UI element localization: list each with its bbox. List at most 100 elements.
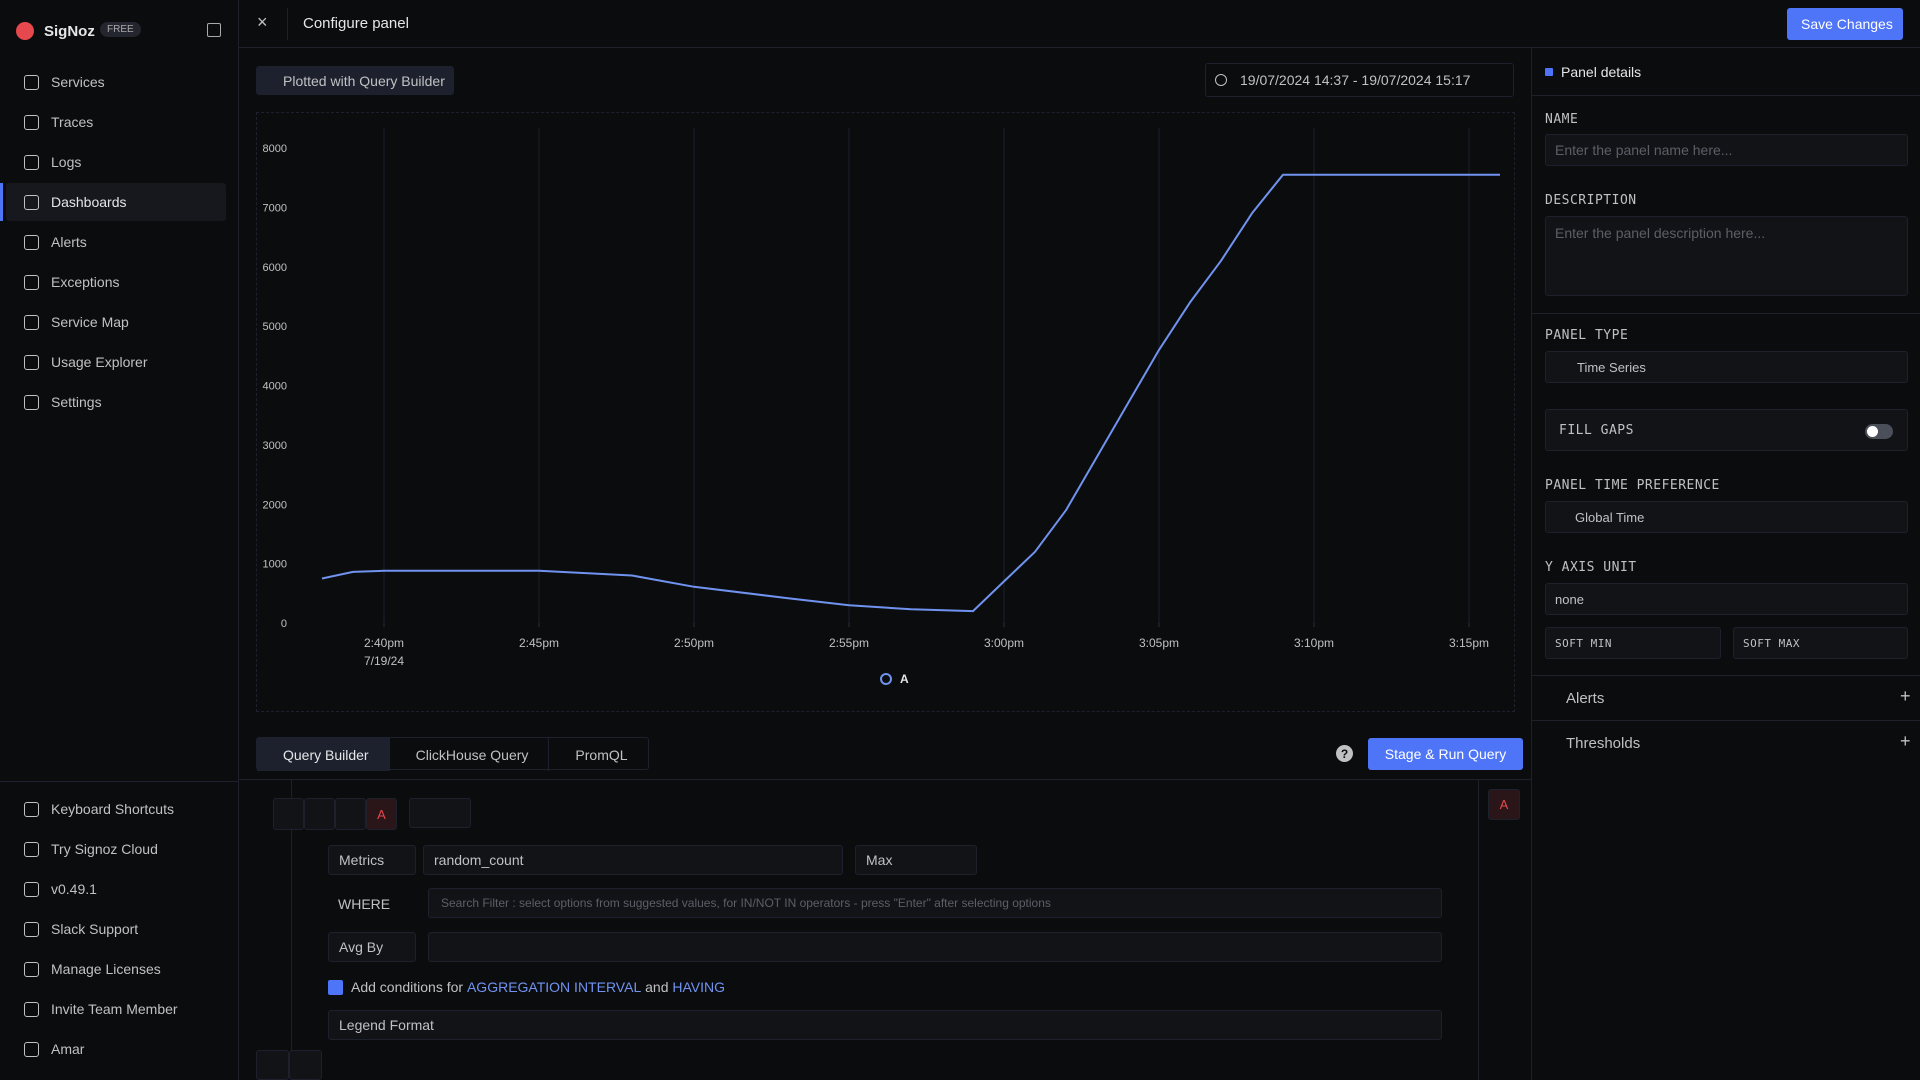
plan-badge: FREE: [100, 22, 141, 37]
data-source-select[interactable]: Metrics: [328, 845, 416, 875]
logo: [16, 22, 34, 40]
panel-details: Panel details NAME Enter the panel name …: [1531, 48, 1920, 1080]
save-button[interactable]: Save Changes: [1787, 8, 1903, 40]
time-preference-select[interactable]: Global Time: [1545, 501, 1908, 533]
description-input[interactable]: Enter the panel description here...: [1545, 216, 1908, 296]
x-tick-label: 2:40pm: [364, 636, 404, 650]
chart-panel: 0 1000 2000 3000 4000 5000 6000 7000 8000 2:40pm 7…: [256, 112, 1515, 712]
add-query[interactable]: [256, 1050, 289, 1080]
nav-item[interactable]: Manage Licenses: [6, 950, 226, 988]
alerts-section[interactable]: Alerts: [1566, 690, 1605, 707]
y-tick-label: 3000: [263, 440, 287, 452]
time-range-picker[interactable]: 19/07/2024 14:37 - 19/07/2024 15:17: [1205, 63, 1514, 97]
copy-query[interactable]: [335, 798, 366, 830]
aggregation-interval-link[interactable]: AGGREGATION INTERVAL: [466, 979, 642, 995]
close-button[interactable]: ×: [257, 12, 268, 32]
legend-format: Legend Format: [339, 1017, 434, 1033]
metric-select[interactable]: random_count: [423, 845, 843, 875]
collapse-toggle[interactable]: [207, 23, 221, 37]
nav-icon: [24, 921, 39, 937]
active-indicator: [0, 183, 3, 221]
where-placeholder: Search Filter : select options from sugg…: [441, 896, 1051, 910]
where-filter[interactable]: Search Filter : select options from sugg…: [428, 888, 1442, 918]
fill-gaps-label: FILL GAPS: [1559, 422, 1634, 438]
soft-min-input[interactable]: SOFT MIN: [1545, 627, 1721, 659]
query-controls: A: [273, 798, 397, 830]
query-tab[interactable]: PromQL: [548, 738, 647, 771]
nav-label: Dashboards: [51, 194, 127, 210]
nav-item[interactable]: Service Map: [6, 303, 226, 341]
group-by-select[interactable]: Avg By: [328, 932, 416, 962]
panel-type-label: PANEL TYPE: [1545, 328, 1629, 343]
nav-item[interactable]: Settings: [6, 383, 226, 421]
conditions: Add conditions for AGGREGATION INTERVAL …: [328, 978, 725, 996]
formula-controls[interactable]: [409, 798, 471, 828]
add-alert[interactable]: +: [1900, 686, 1911, 706]
nav-icon: [24, 1041, 39, 1057]
y-axis-unit: none: [1555, 591, 1584, 607]
nav-item[interactable]: Slack Support: [6, 910, 226, 948]
thresholds-section[interactable]: Thresholds: [1566, 735, 1641, 752]
query-tab[interactable]: Query Builder: [257, 738, 389, 771]
nav-label: Service Map: [51, 314, 129, 330]
query-tab-label: PromQL: [575, 746, 628, 763]
collapse-query[interactable]: [273, 798, 304, 830]
divider: [287, 8, 288, 40]
add-threshold[interactable]: +: [1900, 731, 1911, 751]
aggregation-select[interactable]: Max: [855, 845, 977, 875]
nav-label: Exceptions: [51, 274, 120, 290]
query-tabs: Query Builder ClickHouse Query PromQL: [256, 737, 649, 771]
fill-gaps-toggle[interactable]: [1865, 424, 1893, 439]
soft-min-label: SOFT MIN: [1555, 636, 1612, 650]
name-input[interactable]: Enter the panel name here...: [1545, 134, 1908, 166]
nav-item[interactable]: Amar: [6, 1030, 226, 1068]
chart: 0 1000 2000 3000 4000 5000 6000 7000 8000 2:40pm 7…: [263, 128, 1500, 686]
nav-item[interactable]: Usage Explorer: [6, 343, 226, 381]
series-line: [321, 173, 1500, 613]
y-tick-label: 7000: [263, 202, 287, 214]
toggle-visibility[interactable]: [304, 798, 335, 830]
nav-label: Alerts: [51, 234, 87, 250]
nav-item[interactable]: Dashboards: [6, 183, 226, 221]
divider: [1532, 675, 1920, 676]
legend-marker: [880, 673, 892, 685]
conditions-icon[interactable]: [328, 979, 343, 995]
plotted-chip: Plotted with Query Builder: [256, 66, 454, 95]
description-placeholder: Enter the panel description here...: [1555, 225, 1766, 241]
nav-item[interactable]: Traces: [6, 103, 226, 141]
query-divider: [1478, 780, 1479, 1080]
y-tick-label: 5000: [263, 321, 287, 333]
nav-item[interactable]: Invite Team Member: [6, 990, 226, 1028]
add-formula[interactable]: [289, 1050, 322, 1080]
panel-type-select[interactable]: Time Series: [1545, 351, 1908, 383]
x-tick-label: 3:10pm: [1294, 636, 1334, 650]
nav-item[interactable]: Exceptions: [6, 263, 226, 301]
nav-icon: [24, 394, 39, 410]
y-tick-label: 4000: [263, 381, 287, 393]
nav-label: Settings: [51, 394, 102, 410]
divider: [1532, 95, 1920, 96]
query-tab[interactable]: ClickHouse Query: [388, 738, 549, 771]
divider: [1532, 720, 1920, 721]
nav-icon: [24, 194, 39, 210]
nav-item[interactable]: Keyboard Shortcuts: [6, 790, 226, 828]
nav-item[interactable]: Alerts: [6, 223, 226, 261]
legend-format-input[interactable]: Legend Format: [328, 1010, 1442, 1040]
run-button[interactable]: Stage & Run Query: [1368, 738, 1523, 770]
x-tick-label: 2:50pm: [674, 636, 714, 650]
y-tick-label: 1000: [263, 559, 287, 571]
help-icon[interactable]: ?: [1336, 745, 1353, 762]
legend-label: A: [900, 672, 909, 686]
nav-label: v0.49.1: [51, 881, 97, 897]
page-title: Configure panel: [303, 15, 409, 32]
nav-item[interactable]: Logs: [6, 143, 226, 181]
nav-item[interactable]: Services: [6, 63, 226, 101]
group-by-input[interactable]: [428, 932, 1442, 962]
y-axis-unit-input[interactable]: none: [1545, 583, 1908, 615]
soft-max-input[interactable]: SOFT MAX: [1733, 627, 1908, 659]
nav-item[interactable]: v0.49.1: [6, 870, 226, 908]
having-link[interactable]: HAVING: [672, 979, 726, 995]
nav-item[interactable]: Try Signoz Cloud: [6, 830, 226, 868]
